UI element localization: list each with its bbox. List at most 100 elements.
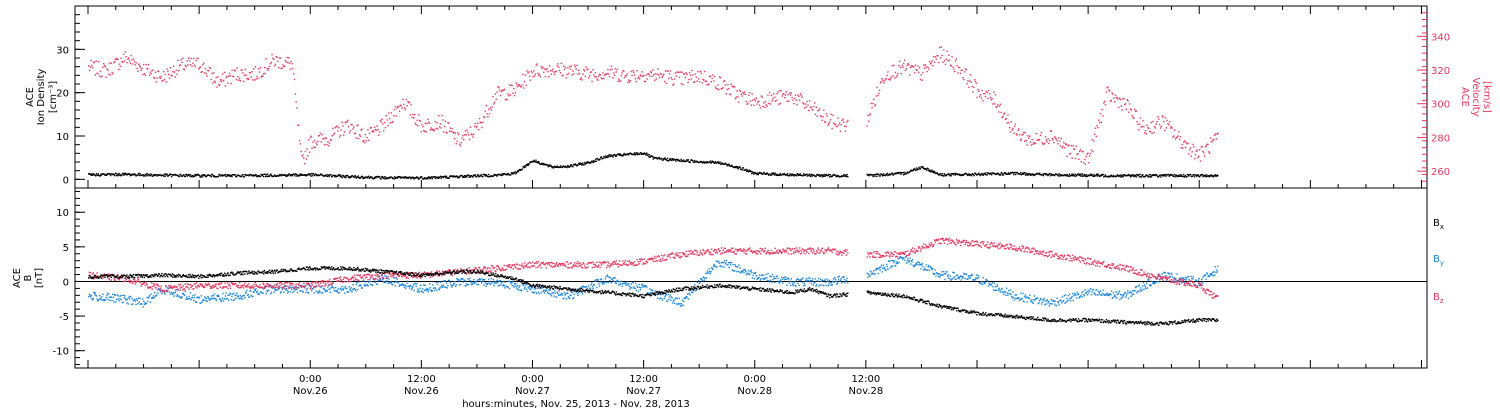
by-point [550, 293, 552, 296]
velocity-point [189, 64, 192, 66]
velocity-point [368, 139, 370, 142]
velocity-point [228, 75, 230, 77]
by-point [88, 295, 90, 298]
by-point [349, 289, 352, 292]
velocity-point [998, 105, 1001, 107]
by-point [665, 293, 667, 296]
velocity-point [133, 58, 135, 60]
by-point [493, 285, 495, 287]
by-point [368, 281, 370, 283]
density-point [1014, 171, 1016, 174]
by-point [867, 273, 870, 275]
velocity-point [759, 107, 762, 109]
velocity-point [279, 57, 282, 59]
density-point [930, 170, 933, 173]
density-point [1077, 173, 1080, 175]
velocity-point [229, 75, 232, 77]
velocity-point [1156, 120, 1158, 123]
density-point [733, 166, 736, 169]
by-point [143, 303, 146, 306]
by-point [125, 299, 127, 301]
by-point [498, 284, 501, 287]
velocity-point [1148, 130, 1151, 133]
density-point [735, 165, 737, 168]
density-point [568, 166, 571, 168]
by-point [209, 299, 211, 301]
by-point [219, 298, 221, 300]
velocity-point [622, 70, 624, 72]
velocity-point [768, 102, 770, 105]
by-point [418, 291, 420, 293]
density-point [739, 166, 741, 169]
density-point [1033, 174, 1035, 177]
velocity-point [384, 126, 387, 129]
velocity-point [1180, 147, 1183, 149]
velocity-point [498, 89, 501, 91]
by-point [1033, 295, 1036, 297]
density-point [1029, 173, 1031, 175]
by-point [733, 270, 736, 272]
velocity-point [440, 127, 442, 129]
density-point [294, 175, 296, 177]
density-point [815, 175, 817, 178]
by-point [1023, 301, 1025, 303]
velocity-point [797, 94, 799, 96]
density-point [150, 174, 153, 176]
velocity-point [1018, 133, 1021, 136]
velocity-point [828, 123, 830, 125]
density-point [472, 176, 474, 178]
by-point [224, 297, 226, 300]
density-point [730, 165, 732, 167]
velocity-point [1078, 150, 1081, 152]
velocity-point [983, 92, 986, 95]
density-point [1193, 176, 1196, 178]
velocity-point [578, 69, 580, 72]
velocity-point [352, 128, 354, 130]
by-point [434, 287, 437, 289]
by-point [914, 264, 916, 266]
velocity-point [924, 63, 927, 66]
by-point [885, 263, 888, 266]
by-point [1082, 290, 1084, 293]
density-point [727, 165, 729, 167]
density-point [931, 169, 933, 172]
density-point [509, 174, 512, 176]
density-point [941, 173, 944, 175]
by-point [466, 283, 468, 286]
velocity-point [915, 68, 917, 71]
density-point [647, 153, 649, 156]
by-point [1143, 284, 1146, 286]
by-point [159, 291, 162, 293]
by-point [780, 276, 783, 279]
velocity-point [649, 70, 652, 73]
by-point [1113, 295, 1115, 297]
velocity-point [495, 98, 497, 101]
by-point [676, 297, 678, 300]
velocity-point [109, 74, 112, 76]
velocity-point [370, 126, 372, 129]
density-point [710, 161, 713, 163]
by-point [372, 277, 374, 279]
density-point [123, 174, 125, 176]
velocity-point [1195, 150, 1198, 152]
by-point [495, 282, 498, 284]
velocity-point [783, 93, 785, 95]
density-point [1216, 174, 1218, 176]
by-point [740, 272, 742, 274]
velocity-point [157, 70, 159, 72]
by-point [181, 296, 183, 298]
density-point [103, 173, 105, 175]
velocity-point [774, 100, 777, 102]
density-point [229, 175, 232, 177]
density-point [204, 174, 206, 176]
by-point [971, 274, 973, 276]
by-point [532, 286, 534, 289]
velocity-point [512, 92, 514, 94]
velocity-point [562, 74, 564, 76]
by-point [549, 289, 551, 291]
velocity-point [324, 137, 327, 139]
by-point [1006, 292, 1008, 294]
density-point [1138, 176, 1141, 178]
by-point [516, 288, 518, 290]
velocity-point [835, 125, 837, 127]
